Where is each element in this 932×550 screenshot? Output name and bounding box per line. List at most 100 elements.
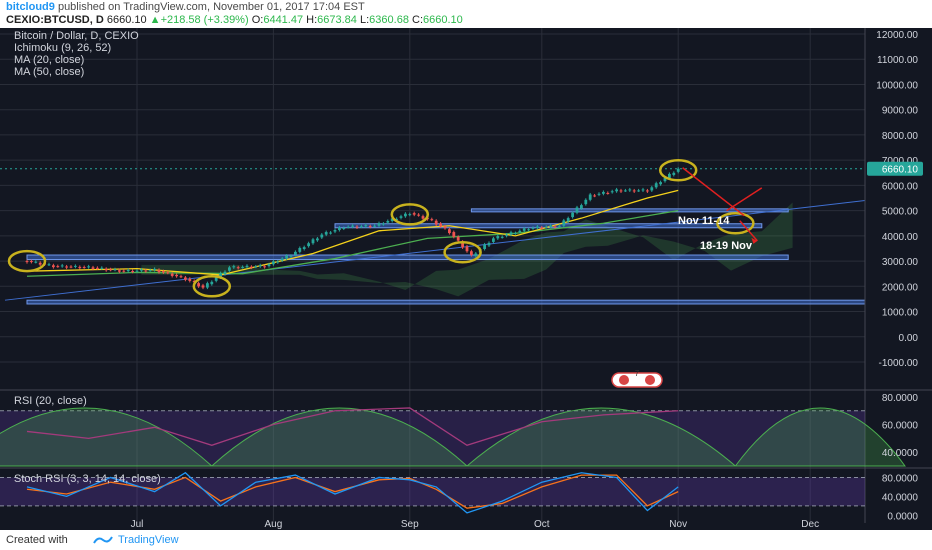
- candle-body: [351, 225, 354, 227]
- tradingview-brand[interactable]: TradingView: [118, 534, 179, 546]
- candle-body: [531, 227, 535, 229]
- stoch-k-line: [26, 471, 679, 514]
- zone-band-0: [470, 208, 789, 213]
- candle-body: [188, 278, 192, 281]
- candle-body: [549, 225, 552, 227]
- price-tick-label: 0.00: [899, 333, 919, 344]
- candle-body: [267, 264, 271, 267]
- candle-body: [228, 267, 231, 271]
- candle-body: [654, 183, 658, 188]
- time-tick-label: Jul: [131, 519, 144, 530]
- candle-body: [298, 247, 302, 252]
- time-axis: Jul Aug Sep Oct Nov Dec: [131, 519, 819, 530]
- legend-stoch: Stoch RSI (3, 3, 14, 14, close): [14, 473, 161, 485]
- candle-body: [74, 265, 77, 267]
- forecast-arrow-down: [682, 167, 745, 217]
- highlight-circle-1: [192, 275, 232, 298]
- tradingview-logo-icon: [93, 536, 113, 544]
- candle-body: [500, 236, 504, 238]
- chart-area[interactable]: 12000.0011000.0010000.009000.008000.0070…: [0, 28, 932, 530]
- candle-body: [650, 187, 654, 191]
- candle-body: [663, 178, 667, 182]
- candle-body: [153, 268, 156, 271]
- quote-line: CEXIO:BTCUSD, D 6660.10 ▲+218.58 (+3.39%…: [6, 14, 463, 26]
- highlight-circle-3: [443, 240, 482, 264]
- cycle-arc-1: [210, 407, 469, 467]
- legend-ma20: MA (20, close): [14, 54, 84, 66]
- footer-bar: Created with TradingView: [0, 530, 932, 550]
- candle-body: [430, 219, 434, 221]
- candle-body: [439, 223, 442, 227]
- candle-body: [82, 267, 86, 269]
- candle-body: [311, 239, 315, 244]
- annotations: [7, 158, 763, 298]
- candle-body: [78, 266, 82, 269]
- candle-body: [223, 271, 227, 275]
- candle-body: [254, 266, 258, 268]
- time-tick-label: Oct: [534, 519, 550, 530]
- candle-body: [641, 189, 645, 191]
- candle-body: [47, 264, 51, 266]
- candle-body: [584, 199, 588, 205]
- legend-ma50: MA (50, close): [14, 66, 84, 78]
- ma50-line: [26, 209, 679, 277]
- candle-body: [219, 273, 222, 278]
- candle-body: [483, 244, 486, 249]
- candle-body: [575, 207, 579, 213]
- zone-band-3: [26, 299, 866, 305]
- candle-body: [408, 214, 412, 216]
- candle-body: [610, 191, 614, 193]
- candle-body: [342, 228, 346, 230]
- candle-body: [69, 266, 73, 268]
- candle-body: [355, 226, 359, 228]
- candle-body: [588, 194, 592, 200]
- candle-body: [175, 274, 178, 277]
- candle-body: [214, 277, 218, 281]
- cycle-arc-0: [0, 407, 214, 467]
- time-tick-label: Sep: [401, 519, 419, 530]
- candle-body: [302, 247, 306, 250]
- candle-body: [619, 190, 623, 192]
- candle-body: [206, 283, 209, 288]
- candle-body: [87, 266, 90, 268]
- candle-body: [91, 267, 95, 269]
- candle-body: [201, 285, 205, 288]
- price-tick-label: -1000.00: [879, 358, 919, 369]
- highlight-circle-0: [7, 249, 47, 273]
- event-flag-icon[interactable]: 7: [611, 369, 663, 388]
- candle-body: [571, 212, 574, 218]
- stoch-tick-label: 80.0000: [882, 473, 919, 484]
- symbol-label: CEXIO:BTCUSD, D: [6, 14, 104, 26]
- candle-body: [527, 229, 530, 231]
- candle-body: [434, 220, 438, 225]
- highlight-circle-4: [658, 158, 698, 182]
- candle-body: [536, 226, 539, 228]
- candle-body: [285, 255, 288, 259]
- price-tick-label: 11000.00: [877, 55, 918, 66]
- author-link[interactable]: bitcloud9: [6, 1, 55, 13]
- candle-body: [368, 226, 372, 228]
- candle-body: [395, 218, 398, 220]
- candle-body: [522, 228, 526, 231]
- candle-body: [421, 216, 425, 219]
- candle-body: [364, 225, 368, 227]
- candle-body: [179, 276, 183, 278]
- candle-body: [289, 255, 293, 257]
- price-axis: 12000.00 11000.00 10000.00 9000.00 8000.00 70…: [864, 28, 932, 530]
- candle-body: [597, 193, 601, 195]
- candle-body: [624, 190, 627, 192]
- forecast-arrow-target: [739, 220, 758, 242]
- candle-body: [659, 182, 662, 185]
- candle-body: [360, 226, 363, 228]
- candle-body: [263, 266, 266, 268]
- candle-body: [672, 172, 676, 175]
- candle-body: [162, 271, 165, 273]
- last-price-label: 6660.10: [882, 165, 919, 176]
- candle-body: [509, 232, 513, 235]
- candle-body: [192, 280, 196, 283]
- candle-body: [646, 190, 649, 192]
- candle-body: [96, 267, 99, 269]
- candle-body: [496, 236, 500, 239]
- candle-body: [461, 241, 464, 248]
- candle-body: [38, 262, 42, 265]
